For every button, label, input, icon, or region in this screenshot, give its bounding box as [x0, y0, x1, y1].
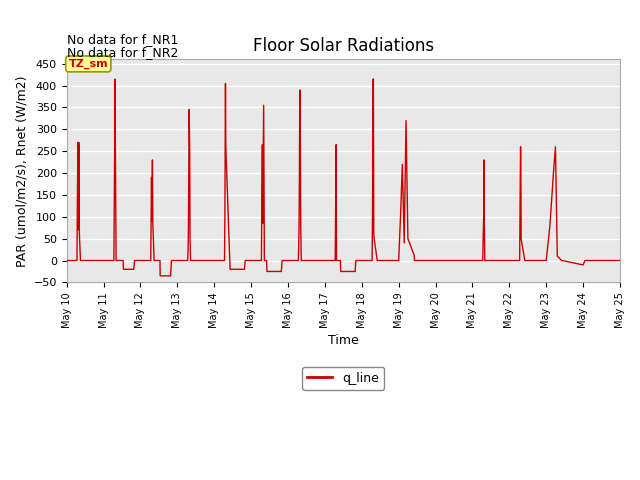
X-axis label: Time: Time	[328, 334, 358, 347]
Text: No data for f_NR1: No data for f_NR1	[67, 33, 178, 46]
Legend: q_line: q_line	[302, 367, 384, 390]
Y-axis label: PAR (umol/m2/s), Rnet (W/m2): PAR (umol/m2/s), Rnet (W/m2)	[15, 75, 28, 266]
Title: Floor Solar Radiations: Floor Solar Radiations	[253, 37, 434, 55]
Text: No data for f_NR2: No data for f_NR2	[67, 46, 178, 59]
Text: TZ_sm: TZ_sm	[68, 59, 108, 69]
